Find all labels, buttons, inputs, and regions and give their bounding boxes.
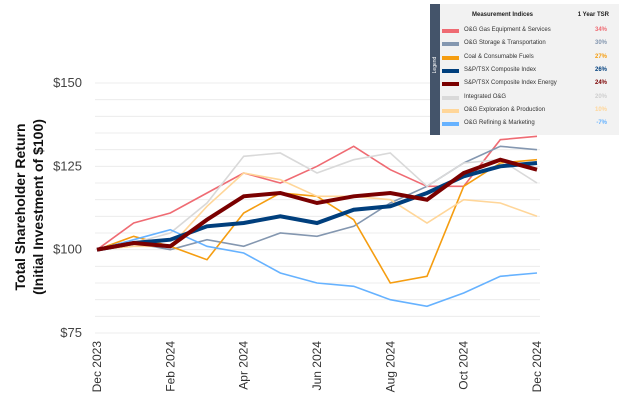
x-tick-label: Dec 2024 [530, 341, 544, 393]
y-axis-subtitle: (Initial Investment of $100) [30, 119, 46, 295]
legend-tsr-value: 34% [594, 27, 607, 33]
legend-tsr-value: 24% [594, 80, 607, 87]
legend-label: Integrated O&G [464, 93, 507, 100]
legend-label: O&G Refining & Marketing [464, 120, 535, 127]
legend-label: O&G Gas Equipment & Services [464, 27, 551, 33]
y-tick-label: $100 [53, 242, 82, 257]
legend-tsr-value: 20% [594, 93, 607, 100]
legend-swatch [442, 108, 459, 113]
legend-tsr-value: 26% [594, 66, 607, 73]
legend-side-label: Legend [432, 56, 438, 74]
x-tick-label: Jun 2024 [310, 341, 324, 391]
y-axis-ticks: $150 $125 $100 $75 [53, 75, 82, 340]
legend-item: O&G Gas Equipment & Services 34% [442, 26, 617, 36]
legend-swatch [442, 42, 459, 47]
legend-label: S&P/TSX Composite Index [464, 66, 537, 73]
legend-item: Coal & Consumable Fuels 27% [442, 53, 617, 63]
x-tick-label: Dec 2023 [90, 341, 104, 393]
x-tick-label: Apr 2024 [237, 341, 251, 390]
y-tick-label: $150 [53, 75, 82, 90]
series-lines [96, 135, 538, 308]
series-line-o-g-refining-marketing [96, 228, 538, 308]
y-tick-label: $75 [60, 325, 82, 340]
legend-item: Integrated O&G 20% [442, 93, 617, 103]
legend-swatch [442, 55, 459, 60]
legend-side-bar: Legend [430, 4, 440, 135]
series-line-s-p-tsx-composite-index-energy [96, 157, 538, 252]
legend-label: O&G Storage & Transportation [464, 40, 546, 47]
legend-label: Coal & Consumable Fuels [464, 53, 534, 60]
legend-swatch [442, 95, 459, 100]
series-line-integrated-o-g [96, 152, 538, 251]
legend-item: O&G Storage & Transportation 30% [442, 39, 617, 49]
legend-header-indices: Measurement Indices [472, 12, 534, 18]
legend-tsr-value: 27% [594, 53, 607, 60]
legend-label: O&G Exploration & Production [464, 106, 546, 113]
x-tick-label: Feb 2024 [163, 341, 177, 392]
legend-tsr-value: 10% [594, 106, 607, 113]
y-tick-label: $125 [53, 158, 82, 173]
legend-item: S&P/TSX Composite Index 26% [442, 66, 617, 76]
legend-item: S&P/TSX Composite Index Energy 24% [442, 79, 617, 89]
legend-item: O&G Refining & Marketing -7% [442, 119, 617, 129]
legend-header-tsr: 1 Year TSR [577, 12, 609, 18]
series-line-s-p-tsx-composite-index [96, 161, 538, 252]
legend-item: O&G Exploration & Production 10% [442, 106, 617, 116]
x-tick-label: Aug 2024 [383, 341, 397, 393]
legend-swatch [442, 82, 459, 87]
legend-tsr-value: 30% [594, 40, 607, 47]
legend-label: S&P/TSX Composite Index Energy [464, 80, 557, 87]
legend-swatch [442, 122, 459, 127]
x-tick-label: Oct 2024 [457, 341, 471, 390]
x-axis-ticks: Dec 2023 Feb 2024 Apr 2024 Jun 2024 Aug 2024… [90, 341, 544, 393]
legend: Legend Measurement Indices 1 Year TSR O&… [430, 4, 619, 135]
legend-swatch [442, 29, 459, 33]
series-line-o-g-exploration-production [96, 172, 538, 251]
legend-tsr-value: -7% [596, 120, 607, 127]
legend-swatch [442, 68, 459, 73]
y-axis-title: Total Shareholder Return [12, 124, 28, 291]
